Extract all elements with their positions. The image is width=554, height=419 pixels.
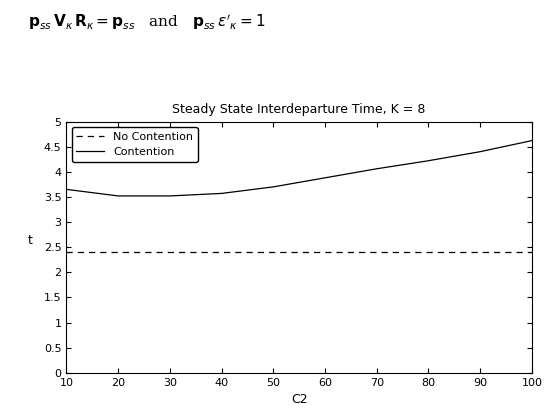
Contention [270, 184, 276, 189]
Contention [63, 187, 70, 192]
No Contention [12, 250, 18, 255]
Contention [373, 166, 380, 171]
Line: Contention: Contention [66, 141, 532, 196]
Contention [477, 149, 484, 154]
Contention [218, 191, 225, 196]
Contention [322, 175, 329, 180]
Legend: No Contention, Contention: No Contention, Contention [72, 127, 198, 162]
X-axis label: C2: C2 [291, 393, 307, 406]
Y-axis label: t: t [28, 234, 33, 247]
Title: Steady State Interdeparture Time, K = 8: Steady State Interdeparture Time, K = 8 [172, 103, 426, 116]
Contention [167, 194, 173, 199]
No Contention [17, 250, 23, 255]
Contention [115, 194, 121, 199]
Text: $\mathbf{p}_{ss}\, \mathbf{V}_{\kappa}\, \mathbf{R}_{\kappa} = \mathbf{p}_{ss}$ : $\mathbf{p}_{ss}\, \mathbf{V}_{\kappa}\,… [28, 13, 265, 32]
Contention [425, 158, 432, 163]
Contention [529, 138, 535, 143]
